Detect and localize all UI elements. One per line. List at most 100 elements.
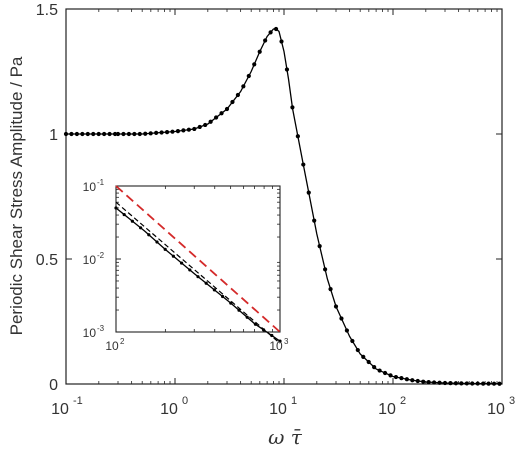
main-series-point [486, 381, 491, 386]
main-series-point [91, 131, 96, 137]
inset-x-tick-exponent: 3 [284, 337, 289, 346]
main-series-point [491, 381, 497, 386]
inset-series-point [212, 288, 216, 292]
x-tick-label: 10 [51, 401, 69, 418]
main-series-point [203, 122, 208, 128]
main-series-point [175, 129, 181, 134]
inset-series-point [262, 328, 266, 332]
main-series-point [301, 162, 306, 167]
main-series-point [164, 129, 170, 135]
main-series-point [361, 354, 366, 359]
main-series-point [290, 105, 295, 110]
main-series-point [393, 374, 399, 380]
main-series-point [306, 190, 311, 195]
main-series-point [214, 115, 219, 120]
main-series-point [192, 126, 197, 132]
main-series-point [448, 381, 453, 386]
main-series-point [344, 328, 350, 333]
main-series-point [148, 131, 153, 136]
main-series-point [69, 131, 74, 137]
main-series-point [85, 131, 90, 137]
main-series-point [421, 379, 426, 384]
main-series-point [388, 373, 393, 378]
main-series-point [355, 347, 360, 353]
x-tick-exponent: 0 [182, 395, 188, 407]
main-series-layer [63, 26, 503, 386]
main-series-point [241, 84, 246, 89]
x-tick-exponent: -1 [73, 395, 83, 407]
main-series-point [377, 368, 382, 373]
main-series-point [404, 377, 409, 382]
x-tick-label: 10 [487, 401, 505, 418]
main-series-point [115, 131, 121, 137]
inset-y-tick-exponent: -2 [97, 251, 105, 260]
main-series-point [415, 378, 420, 384]
main-series-point [230, 99, 235, 105]
main-series-point [74, 131, 79, 137]
y-tick-label: 1 [49, 127, 58, 144]
main-series-point [263, 38, 268, 43]
inset-y-tick-exponent: -3 [97, 324, 105, 333]
inset-series-point [188, 268, 192, 272]
inset-x-tick-label: 10 [269, 339, 283, 353]
main-series-point [382, 370, 388, 376]
inset-series-point [221, 294, 225, 299]
main-series-point [208, 119, 213, 124]
main-series-point [143, 131, 148, 136]
main-series-point [312, 218, 317, 223]
main-series-point [350, 338, 355, 344]
main-series-point [170, 129, 175, 134]
inset-black-dashed-line [115, 201, 281, 344]
main-series-point [126, 131, 132, 137]
main-series-point [437, 380, 442, 385]
main-series-point [481, 381, 486, 386]
inset-y-tick-label: 10 [83, 326, 97, 340]
inset-series-point [171, 254, 175, 258]
inset-series-point [253, 322, 257, 326]
main-series-point [80, 131, 85, 137]
main-series-point [224, 106, 230, 112]
x-axis-title: ω τ̄ [268, 425, 303, 449]
main-series-point [219, 111, 224, 116]
main-series-point [96, 131, 101, 137]
main-series-point [268, 30, 273, 35]
main-series-point [121, 131, 126, 137]
main-tick-labels: 10 -1 10 0 10 1 10 2 10 300.511.5 [36, 2, 515, 418]
main-series-point [432, 380, 437, 385]
inset-series-layer [114, 185, 282, 344]
inset-x-tick-exponent: 2 [120, 337, 125, 346]
main-series-point [273, 26, 279, 32]
main-series-point [475, 381, 480, 386]
inset-series-point [180, 261, 184, 265]
x-tick-label: 10 [160, 401, 178, 418]
main-series-point [235, 92, 241, 98]
inset-series-point [245, 315, 249, 319]
inset-series-point [278, 339, 282, 343]
main-series-point [459, 381, 464, 386]
main-series-point [197, 124, 202, 130]
inset-series-point [237, 308, 241, 312]
main-series-point [366, 359, 371, 365]
x-tick-label: 10 [269, 401, 287, 418]
main-series-point [107, 131, 112, 137]
main-series-point [323, 267, 328, 272]
inset-red-dashed-line [115, 185, 281, 333]
inset-series-point [147, 233, 151, 237]
main-series-point [137, 131, 142, 137]
inset-series-point [139, 226, 143, 230]
x-tick-exponent: 1 [291, 395, 297, 407]
main-series-point [252, 62, 257, 67]
main-series-point [339, 316, 344, 321]
main-series-point [453, 381, 459, 386]
inset-series-point [155, 240, 159, 244]
main-series-point [410, 378, 415, 383]
main-series-point [317, 244, 322, 249]
y-axis-title: Periodic Shear Stress Amplitude / Pa [7, 56, 26, 335]
y-tick-label: 0.5 [36, 252, 58, 269]
main-series-point [159, 130, 164, 135]
main-series-point [295, 134, 300, 139]
inset-series-point [270, 333, 274, 338]
main-series-point [426, 380, 431, 385]
main-series-point [464, 381, 469, 386]
